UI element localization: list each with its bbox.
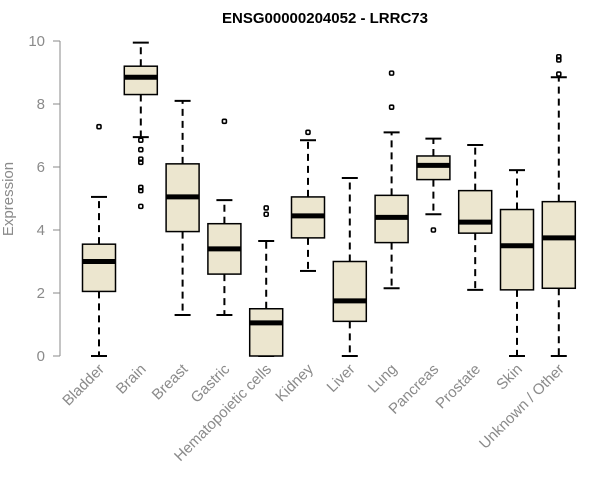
outlier-point xyxy=(263,205,270,211)
box-iqr xyxy=(541,200,577,290)
outlier-point xyxy=(221,118,228,125)
outlier-point xyxy=(555,53,562,60)
box-group xyxy=(290,129,326,272)
y-tick-label: 6 xyxy=(37,159,45,176)
x-tick-label: Skin xyxy=(493,361,526,394)
x-tick-label: Breast xyxy=(149,360,192,403)
outlier-point xyxy=(305,129,311,136)
x-tick-label: Brain xyxy=(113,361,150,398)
y-axis-ticks: 0 2 4 6 8 10 xyxy=(28,33,60,365)
y-tick-label: 4 xyxy=(37,222,45,239)
outlier-point xyxy=(388,104,395,110)
outlier-point xyxy=(138,159,144,166)
box-group xyxy=(165,99,200,317)
box-group xyxy=(499,169,535,357)
outlier-point xyxy=(138,146,144,153)
box-group xyxy=(207,118,242,317)
box-group xyxy=(81,123,117,357)
y-tick-label: 0 xyxy=(37,348,45,365)
y-axis-label: Expression xyxy=(0,162,17,236)
box-group xyxy=(123,41,159,210)
box-iqr xyxy=(332,260,368,323)
outlier-point xyxy=(555,57,562,63)
box-iqr xyxy=(123,65,159,96)
outlier-point xyxy=(263,211,270,218)
x-tick-label: Kidney xyxy=(272,360,317,405)
outlier-point xyxy=(555,71,562,77)
box-group xyxy=(416,137,451,233)
y-tick-label: 8 xyxy=(37,96,45,113)
x-tick-label: Prostate xyxy=(432,361,484,413)
box-iqr xyxy=(499,208,535,291)
y-tick-label: 2 xyxy=(37,285,45,302)
box-iqr xyxy=(457,189,493,234)
x-tick-label: Liver xyxy=(324,361,359,396)
outlier-point xyxy=(96,123,102,130)
y-tick-label: 10 xyxy=(28,33,45,50)
outlier-point xyxy=(138,156,144,162)
box-group xyxy=(457,143,493,291)
box-group xyxy=(332,177,368,357)
box-iqr xyxy=(81,243,117,293)
box-series xyxy=(81,41,577,357)
box-group xyxy=(541,53,577,357)
box-group xyxy=(374,70,409,290)
x-tick-label: Lung xyxy=(365,361,401,397)
box-iqr xyxy=(248,308,284,357)
outlier-point xyxy=(430,227,437,233)
outlier-point xyxy=(138,203,144,210)
outlier-point xyxy=(388,70,395,76)
outlier-point xyxy=(138,137,144,144)
x-tick-label: Bladder xyxy=(59,361,108,410)
outlier-point xyxy=(138,187,144,194)
outlier-point xyxy=(138,184,144,191)
chart-title: ENSG00000204052 - LRRC73 xyxy=(222,10,428,27)
box-group xyxy=(248,205,284,357)
